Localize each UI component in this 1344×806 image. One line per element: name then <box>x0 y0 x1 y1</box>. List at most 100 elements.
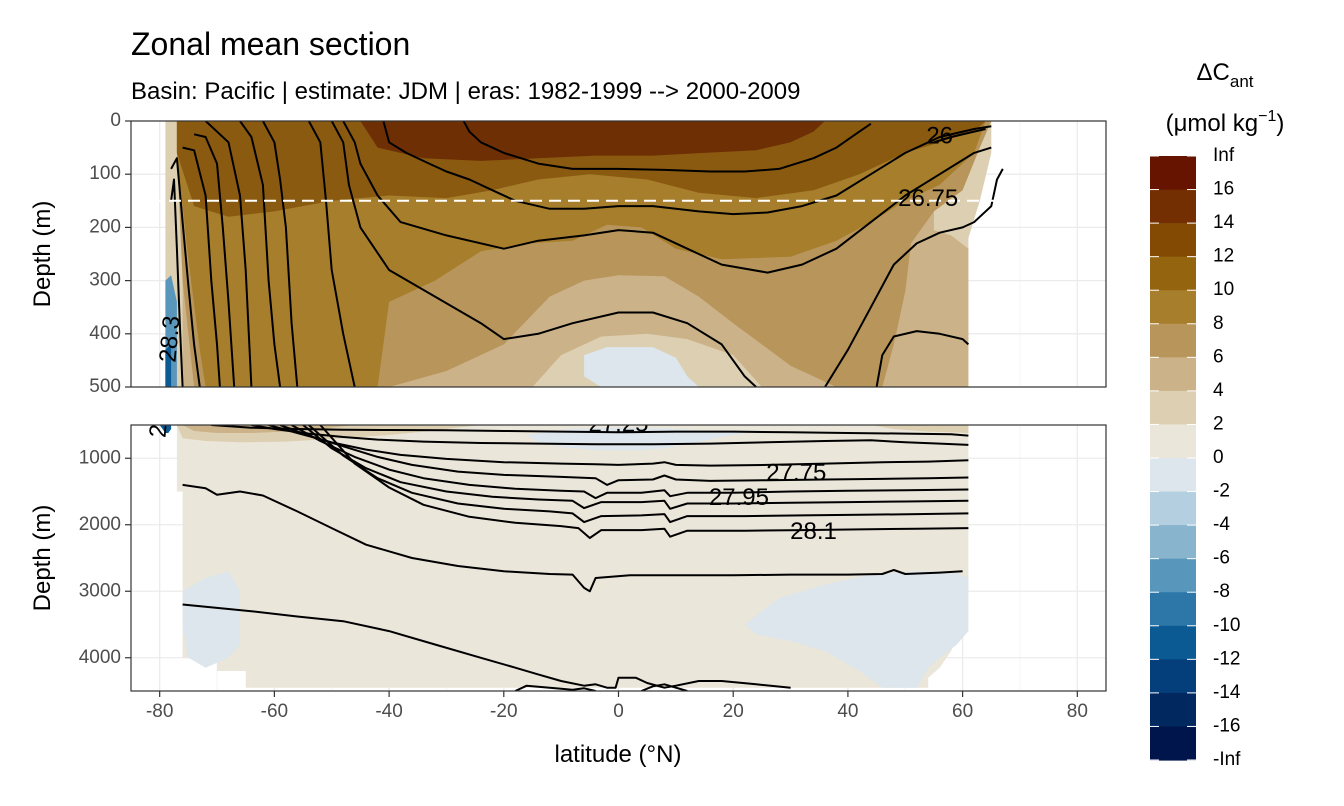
legend-title-main: ΔC <box>1196 59 1229 86</box>
y-tick-label: 1000 <box>79 447 121 468</box>
x-tick-label: 0 <box>613 701 624 722</box>
legend-swatch <box>1150 357 1196 392</box>
contour-label: 28.1 <box>790 518 837 545</box>
panel-lower-y-axis: 1000 2000 3000 4000 <box>79 447 131 668</box>
isopycnal-line <box>933 128 986 144</box>
legend-swatch <box>1150 491 1196 526</box>
legend-swatch <box>1150 659 1196 694</box>
legend-swatch <box>1150 323 1196 358</box>
legend-swatch <box>1150 290 1196 325</box>
legend-color-bar <box>1150 155 1196 761</box>
legend-label: 8 <box>1213 313 1224 334</box>
y-tick-label: 400 <box>89 323 121 344</box>
fill-region <box>360 121 825 161</box>
x-tick-label: 20 <box>723 701 744 722</box>
isopycnal-line <box>239 121 282 387</box>
x-tick-label: -40 <box>375 701 402 722</box>
x-axis: -80 -60 -40 -20 0 20 40 60 80 <box>146 691 1088 722</box>
legend-title-sub: ant <box>1230 72 1254 91</box>
isopycnal-line <box>514 684 596 691</box>
fill-region <box>870 425 969 433</box>
isopycnal-line <box>319 425 969 539</box>
legend-label: 0 <box>1213 447 1224 468</box>
isopycnal-line <box>211 425 969 437</box>
legend-label: Inf <box>1213 145 1235 166</box>
panel-upper-y-axis: 0 100 200 300 400 500 <box>89 110 131 397</box>
isopycnal-line <box>268 425 969 467</box>
fill-region <box>165 344 172 387</box>
x-tick-label: -80 <box>146 701 173 722</box>
isopycnal-line <box>182 483 963 593</box>
isopycnal-line <box>462 121 872 173</box>
contour-label: 27.95 <box>709 484 769 511</box>
legend-label: -12 <box>1213 648 1240 669</box>
legend-units-close: ) <box>1276 110 1284 137</box>
isopycnal-line <box>251 425 969 446</box>
contour-label: 2 <box>144 423 172 439</box>
y-tick-label: 4000 <box>79 647 121 668</box>
legend-label: 14 <box>1213 212 1235 233</box>
isopycnal-line <box>291 425 969 500</box>
isopycnal-line <box>279 425 969 486</box>
legend-swatch <box>1150 256 1196 291</box>
panel-upper-fills <box>165 121 992 387</box>
isopycnal-line <box>182 146 221 387</box>
legend-swatch <box>1150 223 1196 258</box>
isopycnal-line <box>302 425 969 510</box>
legend-label: 10 <box>1213 279 1234 300</box>
contour-label: 27.75 <box>766 460 826 487</box>
legend-label: -4 <box>1213 514 1230 535</box>
y-tick-label: 200 <box>89 216 121 237</box>
y-tick-label: 0 <box>110 110 121 131</box>
panel-upper: 26 26.75 28.3 0 100 200 300 400 500 <box>89 110 1107 397</box>
contour-label: 26 <box>926 122 953 149</box>
legend-label: -10 <box>1213 615 1240 636</box>
y-axis-title-upper: Depth (m) <box>29 201 56 308</box>
x-tick-label: -20 <box>490 701 517 722</box>
x-tick-label: 60 <box>952 701 973 722</box>
isopycnal-line <box>641 683 688 691</box>
legend-units-sup: −1 <box>1258 108 1276 125</box>
legend-label: 4 <box>1213 380 1224 401</box>
legend-units-main: (μmol kg <box>1166 110 1259 137</box>
legend-swatch <box>1150 458 1196 493</box>
isopycnal-line <box>262 121 299 387</box>
legend-swatch <box>1150 625 1196 660</box>
y-tick-label: 2000 <box>79 514 121 535</box>
legend-label: -14 <box>1213 682 1241 703</box>
legend-labels: Inf 16 14 12 10 8 6 4 2 0 -2 -4 -6 -8 -10 -12 -14 -16 -Inf <box>1213 145 1241 770</box>
x-tick-label: 80 <box>1067 701 1088 722</box>
legend-label: -6 <box>1213 548 1230 569</box>
legend-label: -16 <box>1213 715 1240 736</box>
fill-region <box>584 347 699 387</box>
isopycnal-line <box>382 121 992 216</box>
contour-label: 27.25 <box>588 410 648 437</box>
isopycnal-line <box>204 121 253 387</box>
fill-region <box>744 571 969 688</box>
legend-label: 6 <box>1213 346 1224 367</box>
legend-title: ΔCant <box>1196 59 1253 91</box>
x-axis-title: latitude (°N) <box>555 741 682 768</box>
legend-label: -8 <box>1213 581 1230 602</box>
legend-swatch <box>1150 692 1196 728</box>
legend-label: 12 <box>1213 246 1234 267</box>
legend-swatch <box>1150 525 1196 560</box>
legend-swatch <box>1150 424 1196 459</box>
isopycnal-line <box>342 121 992 274</box>
y-tick-label: 100 <box>89 163 121 184</box>
isopycnal-line <box>193 133 236 387</box>
legend-swatch <box>1150 156 1196 191</box>
y-tick-label: 3000 <box>79 580 121 601</box>
chart-title: Zonal mean section <box>131 26 410 62</box>
y-tick-label: 300 <box>89 270 121 291</box>
legend-label: 2 <box>1213 413 1224 434</box>
legend-label: -Inf <box>1213 749 1241 770</box>
legend-swatch <box>1150 726 1196 761</box>
legend-label: -2 <box>1213 481 1230 502</box>
isopycnal-line <box>170 157 201 387</box>
legend-label: 16 <box>1213 179 1234 200</box>
legend-swatch <box>1150 189 1196 224</box>
contour-label: 28.3 <box>155 315 186 364</box>
